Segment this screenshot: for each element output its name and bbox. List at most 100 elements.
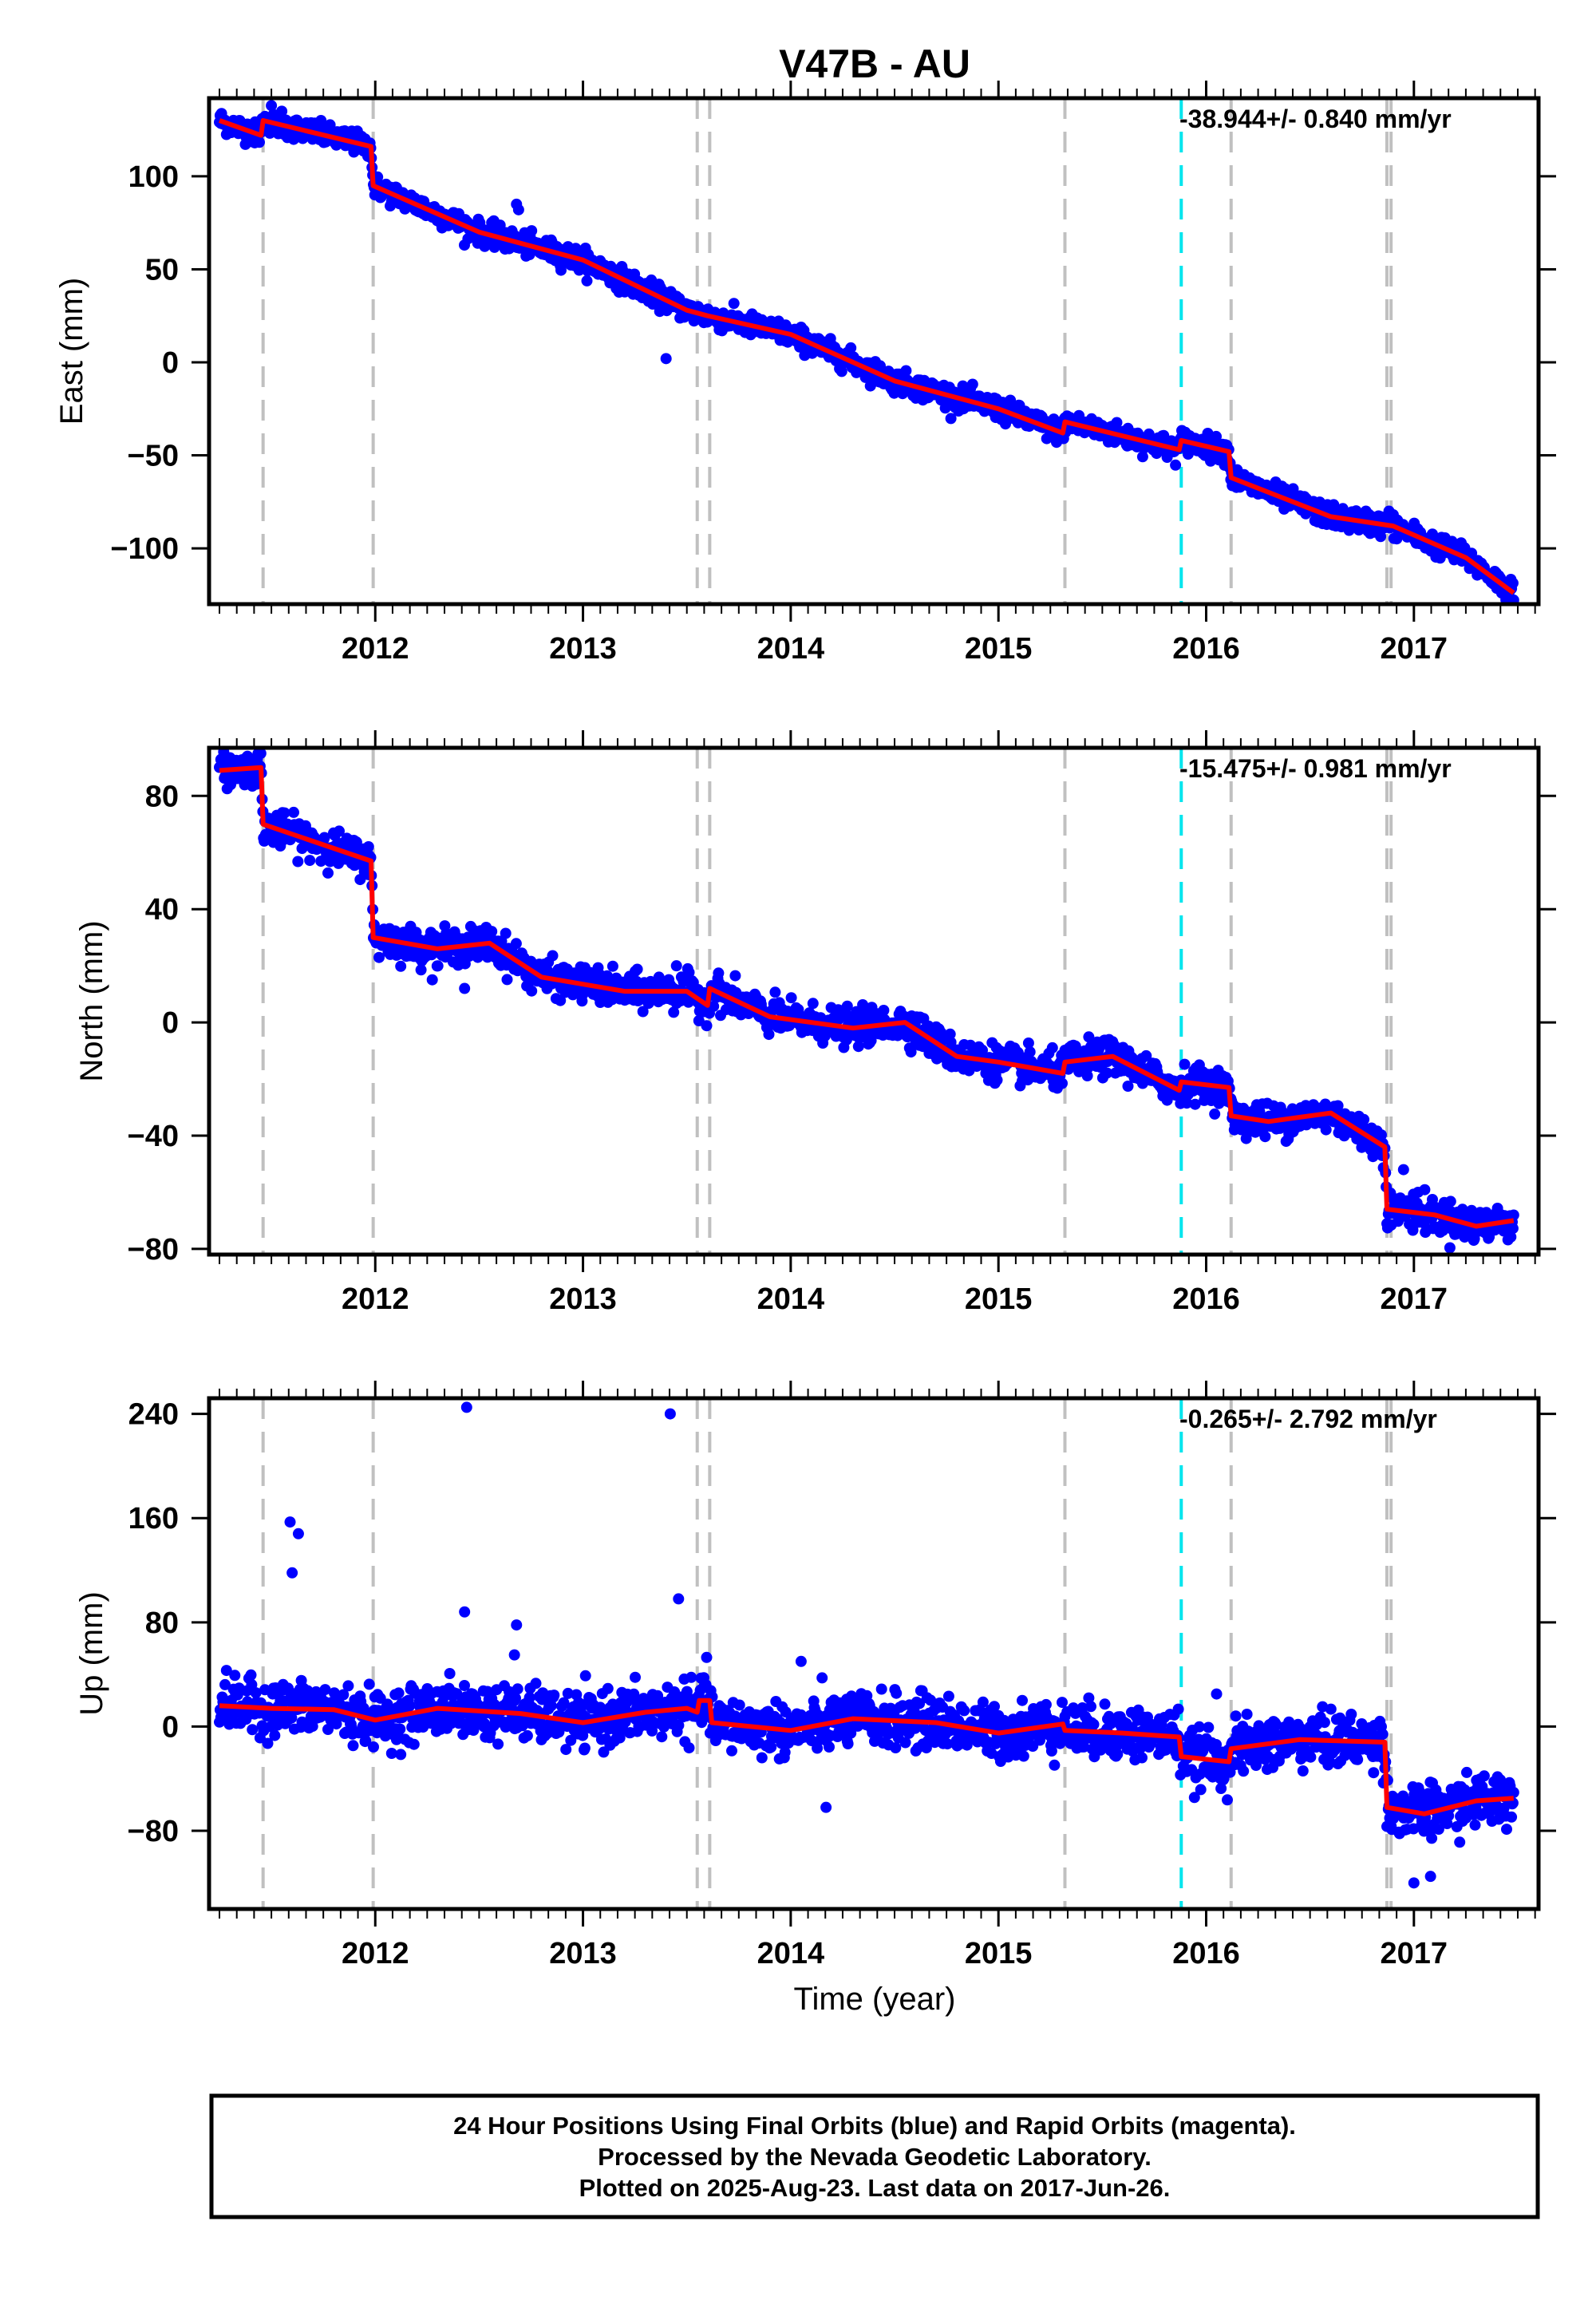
data-point bbox=[510, 1692, 521, 1704]
data-point bbox=[779, 1746, 791, 1758]
data-point bbox=[368, 1741, 379, 1753]
data-point bbox=[1376, 1129, 1387, 1141]
velocity-label: -15.475+/- 0.981 mm/yr bbox=[1179, 754, 1452, 783]
data-point bbox=[1122, 1081, 1134, 1092]
data-point bbox=[1083, 1031, 1095, 1043]
y-tick-label: 40 bbox=[145, 893, 179, 927]
data-point bbox=[247, 1724, 259, 1736]
data-point bbox=[630, 1671, 641, 1683]
data-point bbox=[250, 1687, 262, 1699]
data-point bbox=[381, 1698, 393, 1710]
data-point bbox=[558, 1697, 570, 1709]
data-point bbox=[668, 1006, 680, 1018]
data-point bbox=[523, 1692, 535, 1704]
x-tick-label: 2014 bbox=[757, 1282, 825, 1316]
data-point bbox=[530, 1678, 542, 1690]
data-point bbox=[1046, 1041, 1058, 1053]
data-point bbox=[1179, 1058, 1191, 1070]
outlier-point bbox=[459, 982, 471, 994]
data-point bbox=[459, 1680, 470, 1691]
data-point bbox=[765, 1741, 777, 1753]
y-axis-label: East (mm) bbox=[54, 278, 89, 425]
plot-area bbox=[214, 98, 1519, 604]
data-point bbox=[836, 366, 847, 377]
data-point bbox=[292, 856, 304, 868]
data-point bbox=[1507, 1223, 1519, 1235]
data-point bbox=[395, 960, 407, 972]
data-point bbox=[812, 1742, 824, 1754]
y-tick-label: 0 bbox=[162, 346, 179, 380]
outlier-point bbox=[1412, 1186, 1424, 1198]
y-tick-label: −80 bbox=[128, 1233, 179, 1267]
data-points bbox=[214, 1401, 1519, 1889]
data-point bbox=[1466, 1204, 1478, 1216]
data-point bbox=[631, 963, 643, 975]
data-point bbox=[852, 1041, 864, 1053]
velocity-label: -38.944+/- 0.840 mm/yr bbox=[1179, 105, 1452, 133]
data-point bbox=[701, 1020, 713, 1032]
data-point bbox=[756, 1752, 768, 1764]
data-point bbox=[315, 115, 327, 126]
y-tick-label: −100 bbox=[110, 532, 179, 566]
data-point bbox=[1181, 1097, 1193, 1109]
data-point bbox=[547, 950, 559, 962]
data-point bbox=[1057, 1077, 1068, 1089]
data-point bbox=[555, 994, 567, 1006]
data-point bbox=[444, 1668, 456, 1679]
data-point bbox=[1320, 1124, 1332, 1136]
data-point bbox=[1507, 1209, 1519, 1221]
y-tick-label: −50 bbox=[128, 440, 179, 473]
data-point bbox=[1358, 1113, 1370, 1125]
data-point bbox=[1209, 1108, 1221, 1120]
data-point bbox=[279, 807, 290, 819]
data-point bbox=[562, 1687, 574, 1699]
data-point bbox=[521, 1729, 533, 1741]
data-point bbox=[905, 1046, 917, 1058]
data-point bbox=[492, 1738, 504, 1750]
data-point bbox=[245, 1669, 257, 1681]
data-point bbox=[288, 806, 299, 818]
data-point bbox=[769, 986, 781, 998]
data-point bbox=[785, 992, 797, 1004]
data-point bbox=[628, 1688, 640, 1700]
data-point bbox=[1507, 594, 1519, 604]
data-point bbox=[685, 1671, 697, 1683]
data-point bbox=[510, 938, 522, 950]
x-tick-label: 2017 bbox=[1381, 632, 1448, 666]
data-point bbox=[306, 1721, 318, 1733]
plot-area bbox=[214, 748, 1519, 1255]
data-point bbox=[579, 1670, 591, 1682]
data-point bbox=[500, 927, 512, 939]
data-point bbox=[728, 298, 740, 310]
data-point bbox=[394, 1723, 406, 1735]
data-point bbox=[373, 951, 385, 963]
data-point bbox=[1101, 1067, 1113, 1079]
x-tick-label: 2015 bbox=[965, 1282, 1033, 1316]
data-point bbox=[1444, 1242, 1456, 1254]
model-fit-line bbox=[218, 118, 1515, 595]
data-point bbox=[841, 1000, 853, 1012]
data-point bbox=[646, 1725, 658, 1737]
data-point bbox=[560, 1744, 572, 1756]
data-point bbox=[1332, 1100, 1344, 1112]
data-point bbox=[555, 264, 567, 276]
data-point bbox=[1189, 1098, 1201, 1110]
data-point bbox=[342, 1680, 354, 1692]
x-tick-label: 2013 bbox=[549, 632, 617, 666]
data-point bbox=[683, 1742, 695, 1754]
x-tick-label: 2015 bbox=[965, 632, 1033, 666]
data-point bbox=[701, 1651, 713, 1663]
data-point bbox=[577, 1729, 589, 1741]
data-point bbox=[548, 1690, 560, 1701]
data-point bbox=[726, 1745, 737, 1757]
x-tick-label: 2017 bbox=[1381, 1282, 1448, 1316]
data-point bbox=[1140, 1049, 1152, 1061]
data-point bbox=[900, 365, 912, 377]
data-point bbox=[324, 119, 336, 131]
data-point bbox=[637, 1006, 649, 1018]
model-fit-line bbox=[219, 765, 1515, 1229]
y-tick-label: −40 bbox=[128, 1120, 179, 1153]
data-point bbox=[966, 378, 978, 390]
data-point bbox=[713, 967, 725, 979]
